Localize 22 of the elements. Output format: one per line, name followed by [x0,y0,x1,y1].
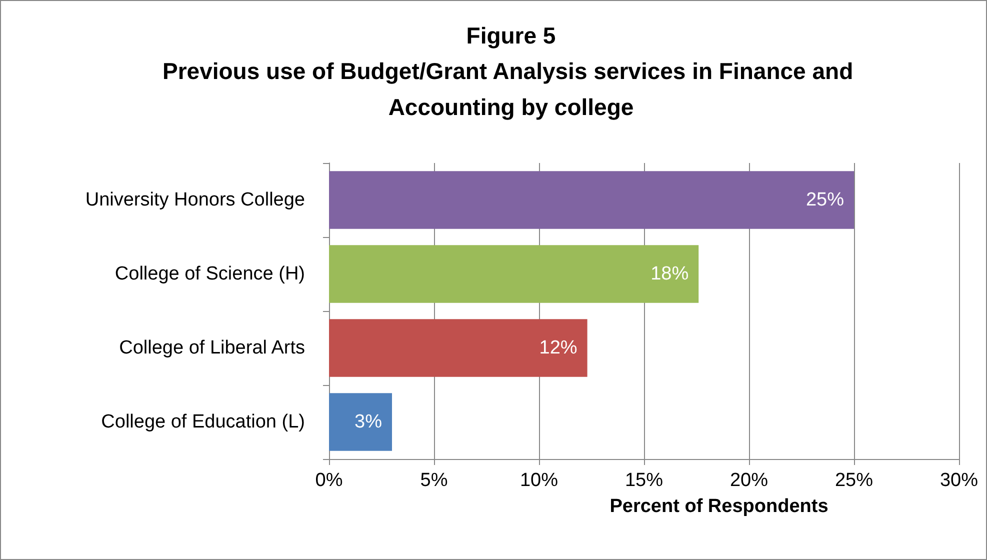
x-tick-label: 25% [834,470,874,491]
chart-title: Figure 5 [466,22,556,48]
y-tick-label: College of Liberal Arts [119,338,305,358]
y-tick-label: College of Education (L) [101,412,305,432]
data-label: 18% [650,264,689,284]
x-tick-label: 10% [520,470,558,491]
x-axis-title: Percent of Respondents [610,496,828,517]
data-label: 25% [806,190,844,210]
bar [329,319,588,377]
data-label: 12% [539,338,578,358]
x-tick-label: 20% [730,470,768,491]
x-tick-label: 15% [624,470,664,491]
x-tick-label: 5% [420,470,448,491]
bar [329,393,392,451]
x-tick-label: 0% [315,470,343,491]
y-tick-label: University Honors College [85,190,305,210]
chart-subtitle: Previous use of Budget/Grant Analysis services in Finance and Accounting by college [162,58,860,120]
data-label: 3% [354,412,382,432]
y-tick-label: College of Science (H) [114,264,305,284]
bar [329,171,854,229]
bar [329,245,699,303]
x-tick-label: 30% [940,470,978,491]
